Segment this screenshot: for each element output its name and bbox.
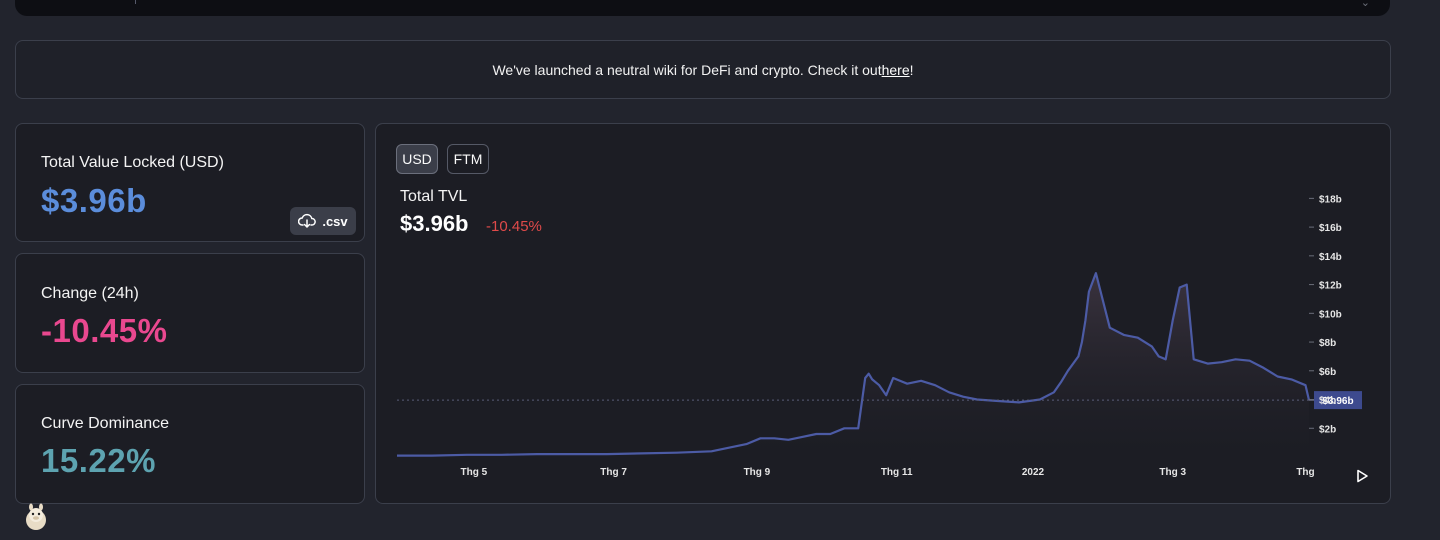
dominance-card: Curve Dominance 15.22% (15, 384, 365, 504)
banner-text: We've launched a neutral wiki for DeFi a… (492, 61, 882, 78)
tvl-value: $3.96b (41, 182, 147, 219)
tvl-label: Total Value Locked (USD) (41, 154, 224, 171)
current-value-label: $3.96b (1322, 396, 1353, 407)
chart-title: Total TVL (400, 188, 468, 205)
y-tick-label: $10b (1319, 309, 1342, 320)
x-tick-label: Thg (1296, 467, 1314, 478)
y-tick-label: $16b (1319, 223, 1342, 234)
x-tick-label: Thg 11 (881, 467, 913, 478)
change-label: Change (24h) (41, 285, 139, 302)
banner-link[interactable]: here (881, 61, 910, 78)
tvl-area-fill (397, 273, 1309, 457)
tvl-area-chart[interactable]: $3.96b $2b $4b $6b $8b $10b $12b $14b $16b $18b Th… (376, 124, 1390, 503)
x-tick-label: Thg 9 (744, 467, 771, 478)
tvl-series-line (397, 272, 1311, 457)
y-tick-label: $18b (1319, 194, 1342, 205)
download-csv-button[interactable]: .csv (290, 207, 356, 235)
tvl-card: Total Value Locked (USD) $3.96b .csv (15, 123, 365, 242)
dominance-label: Curve Dominance (41, 415, 170, 432)
x-tick-label: Thg 7 (600, 467, 627, 478)
dominance-value: 15.22% (41, 442, 156, 479)
y-tick-label: $12b (1319, 281, 1342, 292)
x-tick-label: 2022 (1022, 467, 1045, 478)
chevron-down-icon[interactable]: ⌄ (1360, 0, 1370, 9)
y-tick-label: $14b (1319, 252, 1342, 263)
y-tick-label: $2b (1319, 424, 1336, 435)
toggle-usd[interactable]: USD (396, 144, 438, 174)
y-tick-label: $8b (1319, 338, 1336, 349)
chart-value: $3.96b (400, 211, 469, 236)
tvl-chart-card: USD FTM Total TVL $3.96b -10.45% $3.96b $… (375, 123, 1391, 504)
change-card: Change (24h) -10.45% (15, 253, 365, 373)
y-tick-label: $6b (1319, 367, 1336, 378)
banner-suffix: ! (909, 61, 914, 78)
y-tick-label: $4b (1319, 396, 1336, 407)
top-search-bar[interactable]: ⌄ (15, 0, 1390, 16)
x-tick-label: Thg 5 (461, 467, 488, 478)
chart-change: -10.45% (486, 218, 542, 235)
search-cursor (135, 0, 136, 4)
announcement-banner: We've launched a neutral wiki for DeFi a… (15, 40, 1391, 99)
play-icon[interactable] (1354, 468, 1370, 484)
llama-mascot-icon (26, 503, 46, 530)
csv-label: .csv (322, 213, 348, 229)
change-value: -10.45% (41, 312, 168, 349)
toggle-ftm[interactable]: FTM (447, 144, 489, 174)
current-value-badge (1314, 391, 1362, 410)
cloud-download-icon (298, 213, 317, 229)
x-tick-label: Thg 3 (1159, 467, 1186, 478)
